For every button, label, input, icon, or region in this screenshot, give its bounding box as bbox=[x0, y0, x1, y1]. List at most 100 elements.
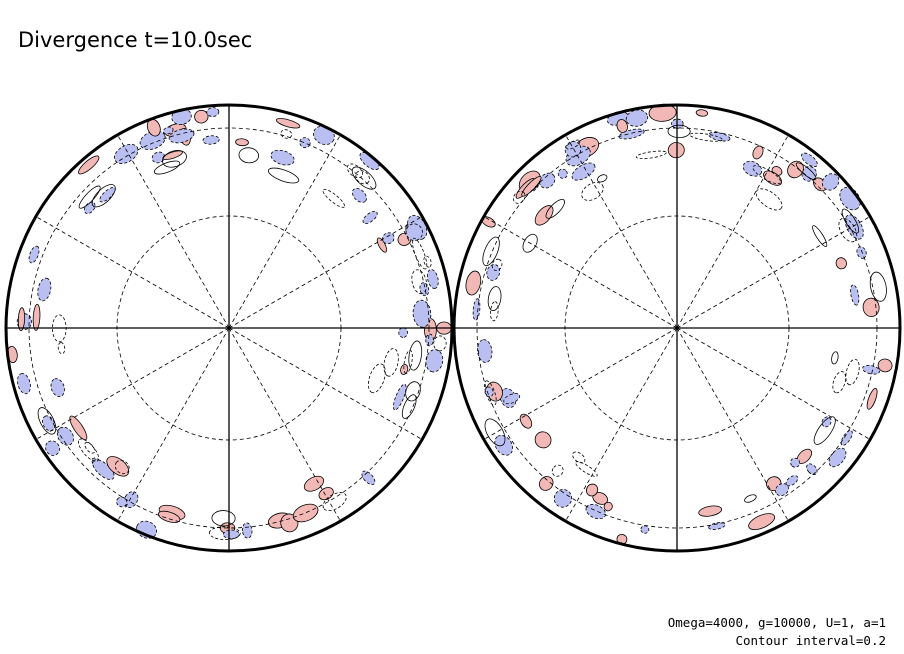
negative-contour bbox=[708, 132, 731, 142]
negative-contour bbox=[821, 416, 832, 428]
negative-contour bbox=[45, 440, 60, 456]
contour-line bbox=[597, 174, 608, 183]
positive-contour bbox=[400, 364, 409, 375]
meridian-line bbox=[35, 216, 230, 329]
meridian-line bbox=[35, 327, 230, 440]
contour-line bbox=[484, 418, 506, 447]
negative-contour bbox=[625, 109, 649, 127]
negative-contour bbox=[116, 496, 128, 508]
negative-contour bbox=[553, 489, 573, 508]
contour-line bbox=[841, 208, 860, 234]
negative-contour bbox=[790, 457, 801, 468]
meridian-line bbox=[117, 134, 230, 329]
positive-contour bbox=[292, 503, 319, 523]
negative-contour bbox=[393, 383, 407, 411]
plot-title: Divergence t=10.0sec bbox=[18, 28, 252, 52]
contour-line bbox=[238, 147, 259, 164]
contour-line bbox=[572, 451, 586, 464]
contour-line bbox=[153, 160, 181, 175]
contour-line bbox=[411, 237, 428, 270]
positive-contour bbox=[303, 475, 325, 492]
negative-contour bbox=[151, 151, 166, 164]
meridian-line bbox=[228, 327, 423, 440]
meridian-line bbox=[228, 134, 341, 329]
hemisphere-maps bbox=[4, 103, 902, 553]
negative-contour bbox=[618, 128, 645, 140]
negative-contour bbox=[801, 152, 818, 168]
contour-line bbox=[351, 166, 377, 190]
contour-line bbox=[752, 165, 782, 185]
negative-contour bbox=[486, 264, 501, 281]
positive-contour bbox=[69, 415, 88, 441]
contour-line bbox=[813, 416, 836, 445]
positive-contour bbox=[534, 205, 554, 226]
positive-contour bbox=[275, 118, 301, 129]
contour-line bbox=[433, 335, 447, 352]
meridian-line bbox=[228, 216, 423, 329]
positive-contour bbox=[157, 510, 181, 523]
negative-contour bbox=[37, 277, 52, 302]
meridian-line bbox=[676, 216, 871, 329]
negative-contour bbox=[484, 386, 494, 398]
meridian-line bbox=[676, 134, 789, 329]
meridian-line bbox=[676, 327, 789, 522]
contour-line bbox=[795, 162, 817, 180]
contour-line bbox=[367, 363, 386, 394]
contour-line bbox=[832, 371, 847, 394]
negative-contour bbox=[640, 525, 650, 534]
negative-contour bbox=[571, 162, 596, 181]
meridian-line bbox=[565, 327, 678, 522]
negative-contour bbox=[801, 166, 817, 182]
positive-contour bbox=[667, 142, 685, 159]
positive-contour bbox=[465, 270, 482, 296]
positive-contour bbox=[695, 109, 709, 117]
parameters-note: Omega=4000, g=10000, U=1, a=1 bbox=[668, 615, 886, 630]
negative-contour bbox=[775, 483, 789, 497]
positive-contour bbox=[877, 358, 893, 373]
positive-contour bbox=[78, 155, 100, 175]
negative-contour bbox=[242, 522, 253, 539]
meridian-line bbox=[565, 134, 678, 329]
positive-contour bbox=[521, 175, 542, 197]
negative-contour bbox=[503, 393, 521, 405]
contour-line bbox=[84, 442, 96, 454]
positive-contour bbox=[194, 109, 209, 124]
positive-contour bbox=[539, 476, 554, 491]
contour-line bbox=[744, 494, 757, 503]
positive-contour bbox=[698, 505, 723, 517]
negative-contour bbox=[17, 373, 31, 395]
negative-contour bbox=[427, 269, 439, 289]
contour-line bbox=[114, 459, 130, 475]
negative-contour bbox=[56, 426, 74, 446]
contour-line bbox=[162, 150, 187, 168]
negative-contour bbox=[844, 214, 864, 240]
positive-contour bbox=[603, 501, 613, 512]
negative-contour bbox=[840, 430, 853, 446]
contour-line bbox=[37, 407, 57, 435]
negative-contour bbox=[222, 529, 240, 540]
negative-contour bbox=[472, 298, 481, 321]
negative-contour bbox=[425, 349, 444, 373]
meridian-line bbox=[676, 327, 871, 440]
contour-line bbox=[401, 394, 417, 419]
positive-contour bbox=[519, 413, 533, 429]
contour-line bbox=[423, 255, 432, 268]
contour-line bbox=[845, 358, 860, 386]
meridian-line bbox=[483, 216, 678, 329]
contour-line bbox=[405, 381, 421, 402]
negative-contour bbox=[412, 299, 432, 328]
contour-line bbox=[208, 526, 241, 540]
negative-contour bbox=[742, 160, 763, 177]
positive-contour bbox=[32, 303, 41, 331]
contour-line bbox=[838, 217, 858, 243]
positive-contour bbox=[866, 388, 878, 410]
contour-line bbox=[482, 236, 500, 267]
negative-contour bbox=[806, 463, 818, 475]
meridian-line bbox=[483, 327, 678, 440]
negative-contour bbox=[494, 434, 514, 456]
negative-contour bbox=[206, 107, 220, 117]
meridian-line bbox=[228, 327, 341, 522]
negative-contour bbox=[398, 327, 408, 338]
positive-contour bbox=[763, 170, 783, 186]
